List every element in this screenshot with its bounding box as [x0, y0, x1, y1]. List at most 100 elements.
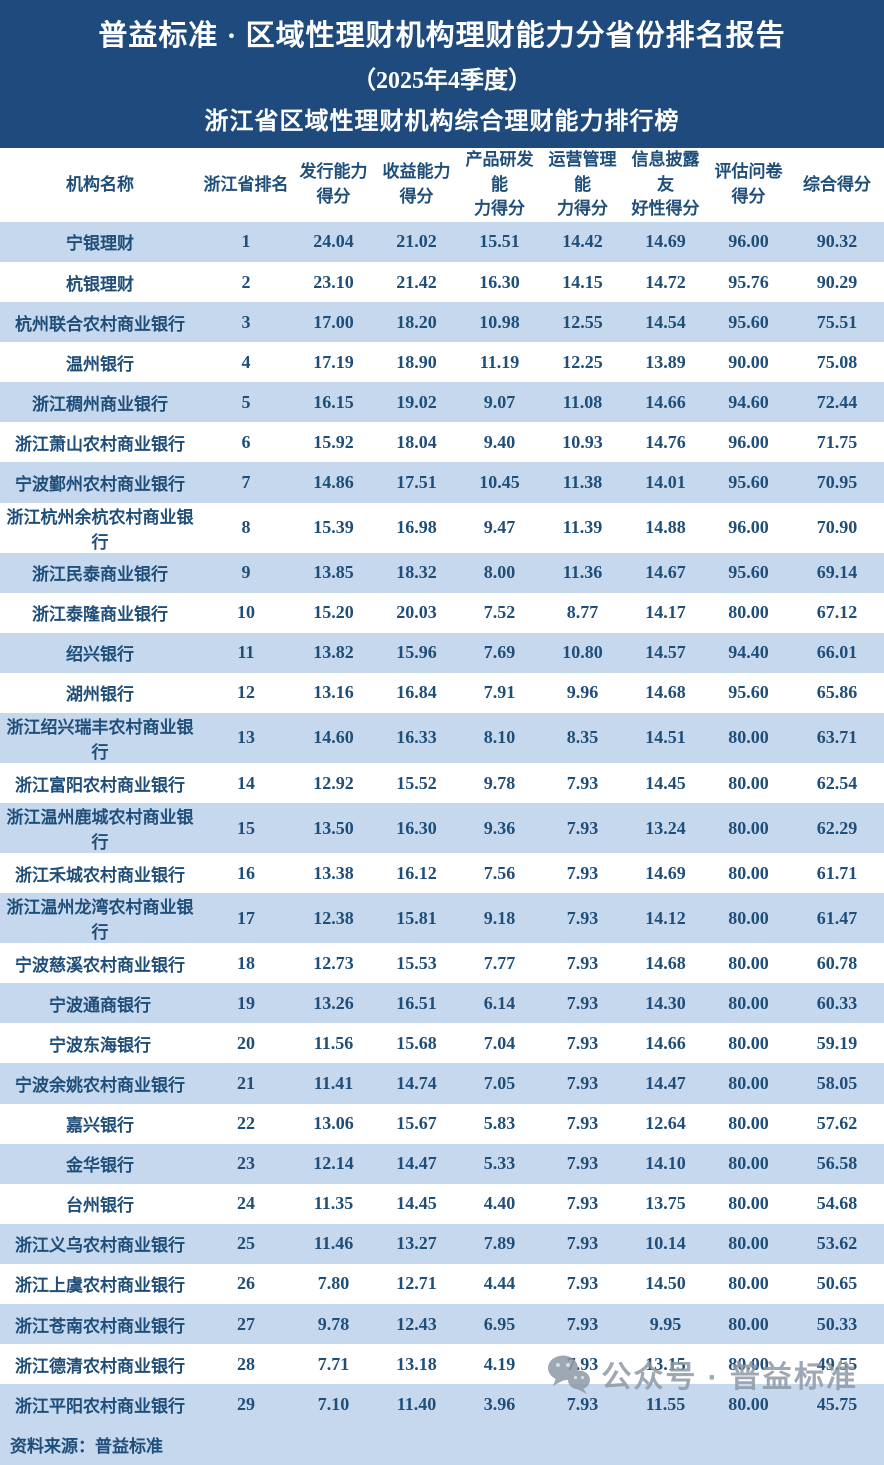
score-cell: 14.51 — [645, 727, 686, 748]
score-cell: 14.45 — [396, 1193, 437, 1214]
score-cell: 80.00 — [728, 862, 769, 883]
score-cell: 13.85 — [313, 562, 354, 583]
score-cell: 14.74 — [396, 1072, 437, 1093]
score-cell: 16.33 — [396, 727, 437, 748]
score-cell: 17.19 — [313, 351, 354, 372]
score-cell: 80.00 — [728, 1072, 769, 1093]
score-cell: 7.93 — [566, 1072, 599, 1093]
score-cell: 95.60 — [728, 562, 769, 583]
score-cell: 18.04 — [396, 431, 437, 452]
score-cell: 14.30 — [645, 992, 686, 1013]
ranking-table: 机构名称 浙江省排名 发行能力 得分 收益能力 得分 产品研发能 力得分 运营管理能 力得… — [0, 148, 884, 1425]
score-cell: 14.69 — [645, 862, 686, 883]
score-cell: 12.73 — [313, 952, 354, 973]
score-cell: 7.91 — [483, 682, 516, 703]
institution-name: 浙江德清农村商业银行 — [15, 1356, 185, 1376]
score-cell: 90.29 — [816, 271, 858, 292]
score-cell: 66.01 — [816, 642, 858, 663]
score-cell: 50.65 — [816, 1273, 858, 1294]
wechat-watermark: 公众号 · 普益标准 — [547, 1352, 858, 1396]
score-cell: 7.10 — [317, 1393, 350, 1414]
score-cell: 49.55 — [816, 1353, 858, 1374]
score-cell: 16.12 — [396, 862, 437, 883]
score-cell: 14.42 — [562, 231, 603, 252]
score-cell: 7.93 — [566, 817, 599, 838]
score-cell: 5.33 — [483, 1153, 516, 1174]
province-rank: 27 — [237, 1313, 255, 1334]
score-cell: 13.38 — [313, 862, 354, 883]
score-cell: 7.05 — [483, 1072, 516, 1093]
institution-name: 浙江杭州余杭农村商业银行 — [6, 507, 194, 552]
score-cell: 11.40 — [396, 1393, 437, 1414]
table-row: 浙江禾城农村商业银行 16 13.38 16.12 7.56 7.93 14.69 80.00… — [0, 853, 884, 894]
province-rank: 5 — [241, 391, 251, 412]
institution-name: 浙江温州鹿城农村商业银行 — [6, 808, 194, 853]
score-cell: 14.54 — [645, 311, 686, 332]
score-cell: 16.98 — [396, 517, 437, 538]
score-cell: 15.81 — [396, 907, 437, 928]
score-cell: 80.00 — [728, 1032, 769, 1053]
score-cell: 94.60 — [728, 391, 769, 412]
province-rank: 21 — [237, 1072, 255, 1093]
score-cell: 60.78 — [816, 952, 858, 973]
institution-name: 浙江平阳农村商业银行 — [15, 1396, 185, 1416]
score-cell: 11.19 — [479, 351, 520, 372]
score-cell: 80.00 — [728, 817, 769, 838]
score-cell: 80.00 — [728, 1153, 769, 1174]
score-cell: 12.25 — [562, 351, 603, 372]
score-cell: 15.20 — [313, 602, 354, 623]
score-cell: 21.02 — [396, 231, 437, 252]
score-cell: 9.07 — [483, 391, 516, 412]
table-row: 宁波慈溪农村商业银行 18 12.73 15.53 7.77 7.93 14.68 80.00… — [0, 943, 884, 984]
score-cell: 10.80 — [562, 642, 603, 663]
score-cell: 45.75 — [816, 1393, 858, 1414]
institution-name: 金华银行 — [66, 1156, 134, 1176]
report-title: 普益标准 · 区域性理财机构理财能力分省份排名报告 — [98, 20, 786, 52]
institution-name: 浙江义乌农村商业银行 — [15, 1236, 185, 1256]
score-cell: 14.67 — [645, 562, 686, 583]
institution-name: 杭银理财 — [66, 274, 134, 294]
score-cell: 11.08 — [562, 391, 603, 412]
province-rank: 7 — [241, 472, 251, 493]
table-row: 宁银理财 1 24.04 21.02 15.51 14.42 14.69 96.00 90.32 — [0, 221, 884, 263]
institution-name: 嘉兴银行 — [66, 1116, 134, 1136]
province-rank: 12 — [237, 682, 255, 703]
institution-name: 绍兴银行 — [66, 645, 134, 665]
score-cell: 71.75 — [816, 431, 858, 452]
score-cell: 20.03 — [396, 602, 437, 623]
score-cell: 11.41 — [313, 1072, 354, 1093]
score-cell: 13.18 — [396, 1353, 437, 1374]
table-row: 杭州联合农村商业银行 3 17.00 18.20 10.98 12.55 14.54 95.6… — [0, 302, 884, 343]
score-cell: 9.47 — [483, 517, 516, 538]
table-row: 浙江民泰商业银行 9 13.85 18.32 8.00 11.36 14.67 95.60 69… — [0, 552, 884, 593]
score-cell: 9.95 — [649, 1313, 682, 1334]
column-header: 运营管理能 力得分 — [541, 148, 624, 222]
score-cell: 7.93 — [566, 992, 599, 1013]
table-row: 温州银行 4 17.19 18.90 11.19 12.25 13.89 90.00 75.08 — [0, 342, 884, 383]
institution-name: 浙江苍南农村商业银行 — [15, 1316, 185, 1336]
score-cell: 16.30 — [479, 271, 520, 292]
report-section-title: 浙江省区域性理财机构综合理财能力排行榜 — [204, 109, 680, 135]
score-cell: 7.93 — [566, 1193, 599, 1214]
column-header: 综合得分 — [790, 148, 884, 222]
score-cell: 10.45 — [479, 472, 520, 493]
table-row: 台州银行 24 11.35 14.45 4.40 7.93 13.75 80.00 54.68 — [0, 1183, 884, 1224]
score-cell: 80.00 — [728, 907, 769, 928]
score-cell: 14.68 — [645, 682, 686, 703]
province-rank: 23 — [237, 1153, 255, 1174]
score-cell: 80.00 — [728, 952, 769, 973]
score-cell: 9.78 — [483, 772, 516, 793]
score-cell: 7.69 — [483, 642, 516, 663]
report-banner: 普益标准 · 区域性理财机构理财能力分省份排名报告 （2025年4季度） 浙江省… — [0, 0, 884, 148]
score-cell: 13.27 — [396, 1233, 437, 1254]
province-rank: 16 — [237, 862, 255, 883]
table-row: 浙江上虞农村商业银行 26 7.80 12.71 4.44 7.93 14.50 80.00 5… — [0, 1263, 884, 1304]
table-head: 机构名称 浙江省排名 发行能力 得分 收益能力 得分 产品研发能 力得分 运营管理能 力得… — [0, 148, 884, 222]
institution-name: 宁波东海银行 — [49, 1035, 151, 1055]
score-cell: 6.95 — [483, 1313, 516, 1334]
score-cell: 50.33 — [816, 1313, 858, 1334]
score-cell: 56.58 — [816, 1153, 858, 1174]
score-cell: 11.55 — [645, 1393, 686, 1414]
province-rank: 24 — [237, 1193, 255, 1214]
score-cell: 7.71 — [317, 1353, 350, 1374]
